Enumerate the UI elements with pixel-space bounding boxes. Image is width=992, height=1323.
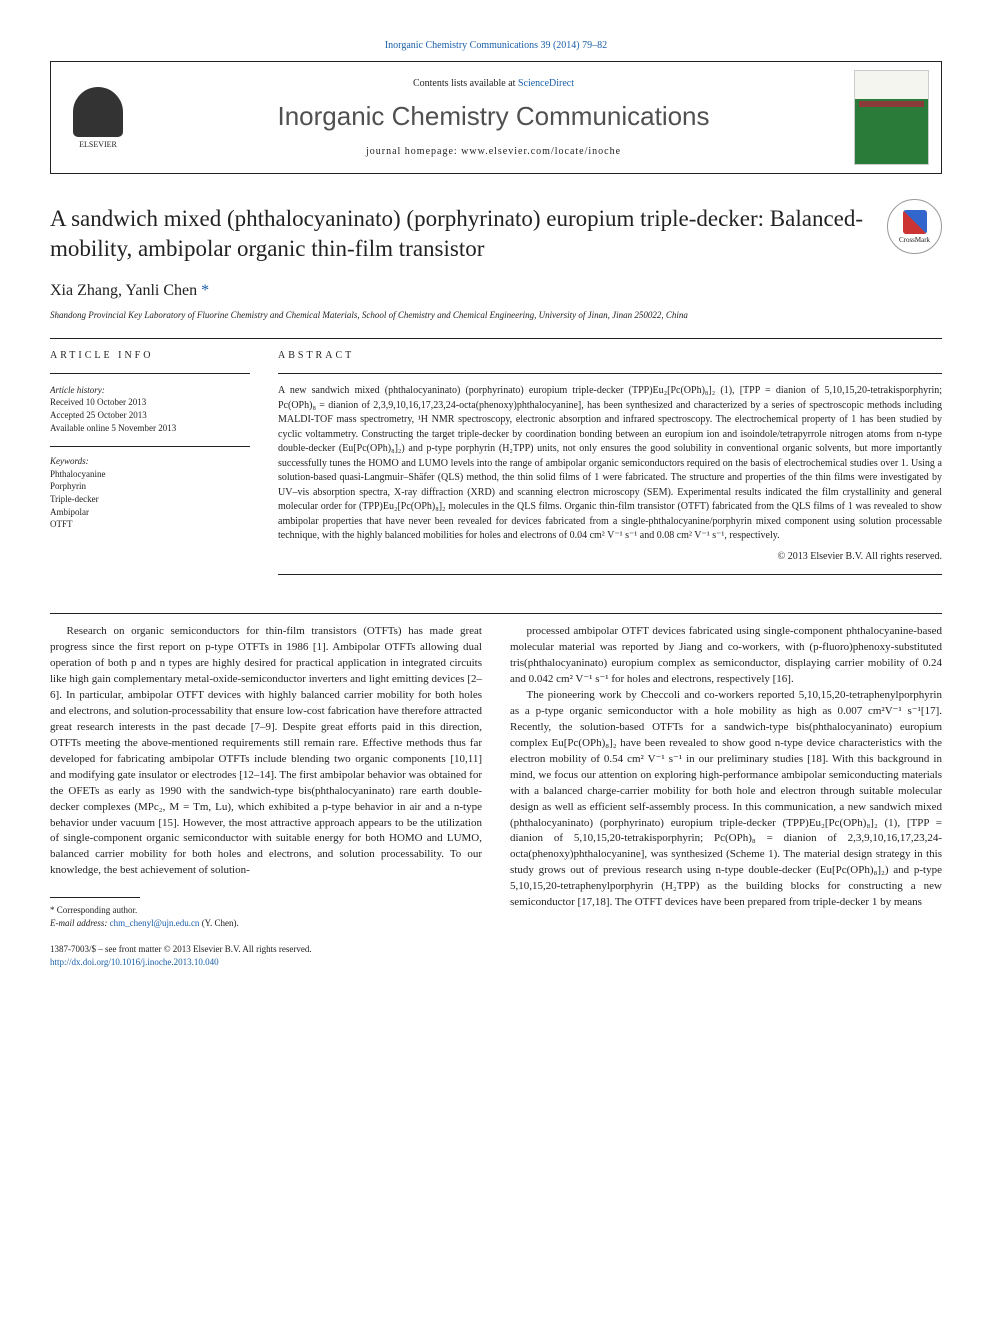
journal-name: Inorganic Chemistry Communications <box>133 101 854 132</box>
body-paragraph: processed ambipolar OTFT devices fabrica… <box>510 624 942 688</box>
accepted-date: Accepted 25 October 2013 <box>50 409 250 422</box>
elsevier-logo: ELSEVIER <box>63 78 133 158</box>
footnote-separator <box>50 897 140 898</box>
keyword: OTFT <box>50 518 250 531</box>
abstract-column: ABSTRACT A new sandwich mixed (phthalocy… <box>278 349 942 586</box>
doi-link[interactable]: http://dx.doi.org/10.1016/j.inoche.2013.… <box>50 956 482 969</box>
article-info-heading: ARTICLE INFO <box>50 349 250 363</box>
journal-issue-link[interactable]: Inorganic Chemistry Communications 39 (2… <box>50 40 942 51</box>
crossmark-badge[interactable]: CrossMark <box>887 199 942 254</box>
sciencedirect-link[interactable]: ScienceDirect <box>518 78 574 89</box>
author-names[interactable]: Xia Zhang, Yanli Chen <box>50 282 201 299</box>
abstract-copyright: © 2013 Elsevier B.V. All rights reserved… <box>278 550 942 565</box>
section-divider <box>50 613 942 614</box>
journal-header: ELSEVIER Contents lists available at Sci… <box>50 61 942 174</box>
email-link[interactable]: chm_chenyl@ujn.edu.cn <box>110 918 200 928</box>
publisher-name: ELSEVIER <box>79 140 117 149</box>
homepage-url[interactable]: www.elsevier.com/locate/inoche <box>461 146 621 157</box>
keyword: Triple-decker <box>50 493 250 506</box>
contents-line: Contents lists available at ScienceDirec… <box>133 78 854 89</box>
section-divider <box>50 338 942 339</box>
journal-homepage: journal homepage: www.elsevier.com/locat… <box>133 146 854 157</box>
body-text: Research on organic semiconductors for t… <box>50 624 942 968</box>
body-paragraph: The pioneering work by Checcoli and co-w… <box>510 688 942 911</box>
corresponding-footnote: * Corresponding author. <box>50 904 482 917</box>
keyword: Porphyrin <box>50 480 250 493</box>
corresponding-marker: * <box>201 282 209 299</box>
authors-line: Xia Zhang, Yanli Chen * <box>50 282 942 300</box>
history-heading: Article history: <box>50 384 250 397</box>
keyword: Ambipolar <box>50 506 250 519</box>
issn-copyright: 1387-7003/$ – see front matter © 2013 El… <box>50 943 482 956</box>
affiliation: Shandong Provincial Key Laboratory of Fl… <box>50 310 942 320</box>
abstract-text: A new sandwich mixed (phthalocyaninato) … <box>278 384 942 544</box>
email-footnote: E-mail address: chm_chenyl@ujn.edu.cn (Y… <box>50 917 482 930</box>
article-info-column: ARTICLE INFO Article history: Received 1… <box>50 349 250 586</box>
abstract-heading: ABSTRACT <box>278 349 942 364</box>
body-paragraph: Research on organic semiconductors for t… <box>50 624 482 879</box>
journal-cover-thumbnail <box>854 70 929 165</box>
received-date: Received 10 October 2013 <box>50 396 250 409</box>
keywords-heading: Keywords: <box>50 455 250 468</box>
online-date: Available online 5 November 2013 <box>50 422 250 435</box>
elsevier-tree-icon <box>73 87 123 137</box>
crossmark-icon <box>903 210 927 234</box>
article-title: A sandwich mixed (phthalocyaninato) (por… <box>50 204 942 264</box>
keyword: Phthalocyanine <box>50 468 250 481</box>
